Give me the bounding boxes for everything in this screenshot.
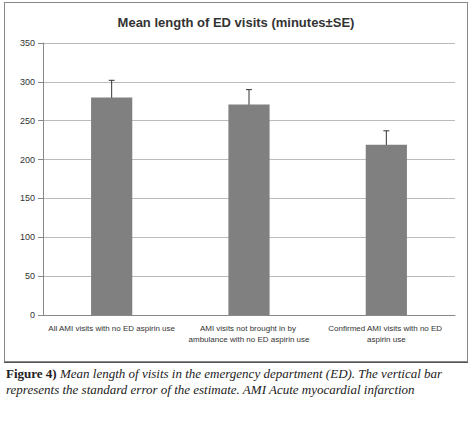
svg-text:100: 100 <box>20 232 35 242</box>
svg-text:All AMI visits with no ED aspi: All AMI visits with no ED aspirin use <box>48 324 175 333</box>
svg-text:Mean length of ED visits (minu: Mean length of ED visits (minutes±SE) <box>118 15 355 30</box>
svg-text:aspirin use: aspirin use <box>367 335 406 344</box>
svg-text:300: 300 <box>20 77 35 87</box>
svg-text:350: 350 <box>20 38 35 48</box>
html-text:Figure 4) Mean length of visit: Figure 4) Mean length of visits in the e… <box>6 366 443 397</box>
svg-text:250: 250 <box>20 116 35 126</box>
svg-text:50: 50 <box>25 271 35 281</box>
svg-text:200: 200 <box>20 155 35 165</box>
svg-text:150: 150 <box>20 193 35 203</box>
svg-text:ambulance with no ED aspirin u: ambulance with no ED aspirin use <box>189 335 311 344</box>
svg-text:Confirmed AMI visits with no E: Confirmed AMI visits with no ED <box>328 324 444 333</box>
svg-text:AMI visits not brought in by: AMI visits not brought in by <box>200 324 298 333</box>
svg-text:0: 0 <box>30 310 35 320</box>
